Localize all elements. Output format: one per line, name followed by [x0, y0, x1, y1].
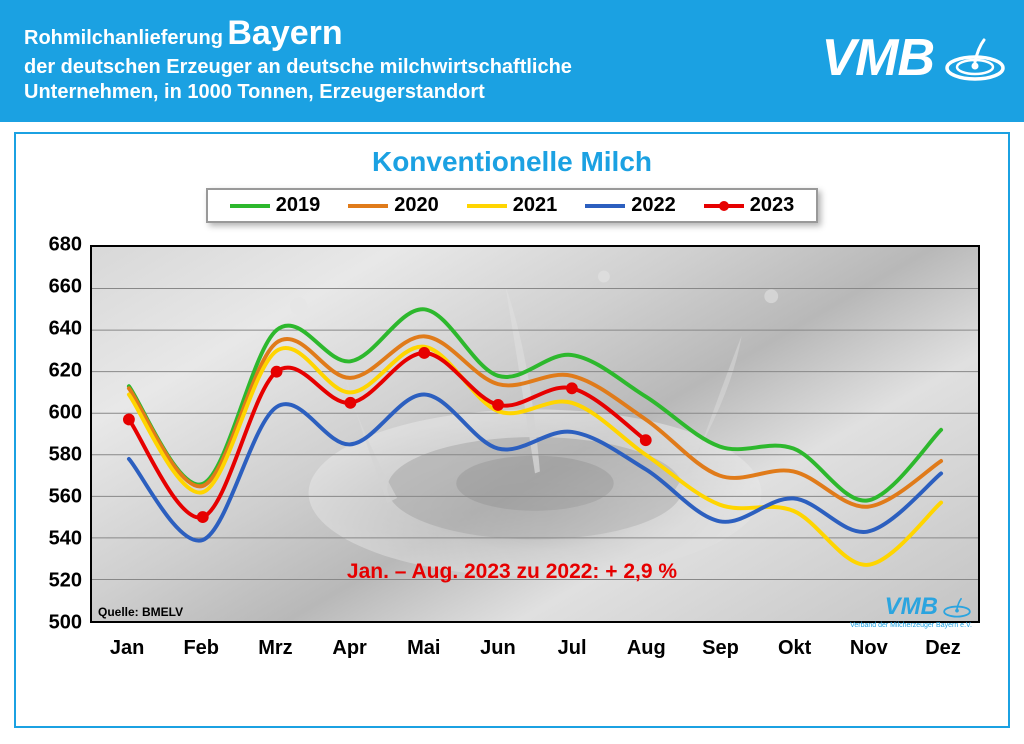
vmb-swirl-icon-small [942, 596, 972, 618]
x-tick-label: Mrz [238, 637, 312, 669]
legend-swatch [585, 204, 625, 208]
y-tick-label: 620 [49, 360, 82, 383]
legend-label: 2023 [750, 194, 795, 217]
y-tick-label: 500 [49, 612, 82, 635]
legend-item: 2023 [704, 194, 795, 217]
x-tick-label: Feb [164, 637, 238, 669]
y-tick-label: 540 [49, 528, 82, 551]
x-tick-label: Jan [90, 637, 164, 669]
y-tick-label: 640 [49, 318, 82, 341]
x-tick-label: Aug [609, 637, 683, 669]
x-axis-labels: JanFebMrzAprMaiJunJulAugSepOktNovDez [90, 637, 980, 669]
chart-annotation: Jan. – Aug. 2023 zu 2022: + 2,9 % [30, 560, 994, 584]
legend-label: 2021 [513, 194, 558, 217]
x-tick-label: Sep [683, 637, 757, 669]
plot-wrapper: 500520540560580600620640660680 [30, 231, 994, 669]
x-tick-label: Nov [832, 637, 906, 669]
vmb-logo: VMB [821, 28, 1006, 88]
header-subtitle: der deutschen Erzeuger an deutsche milch… [24, 55, 664, 105]
chart-title: Konventionelle Milch [30, 146, 994, 178]
vmb-watermark: VMB [885, 593, 972, 621]
x-tick-label: Okt [758, 637, 832, 669]
vmb-swirl-icon [944, 34, 1006, 82]
legend-label: 2019 [276, 194, 321, 217]
legend-item: 2021 [467, 194, 558, 217]
legend-item: 2020 [348, 194, 439, 217]
legend: 2019 2020 2021 2022 2023 [206, 188, 819, 223]
legend-item: 2019 [230, 194, 321, 217]
legend-item: 2022 [585, 194, 676, 217]
x-tick-label: Jun [461, 637, 535, 669]
vmb-logo-text: VMB [821, 28, 934, 88]
y-tick-label: 600 [49, 402, 82, 425]
source-note: Quelle: BMELV [98, 605, 183, 619]
title-prefix: Rohmilchanlieferung [24, 27, 223, 49]
legend-swatch [467, 204, 507, 208]
y-tick-label: 580 [49, 444, 82, 467]
legend-swatch [704, 204, 744, 208]
x-tick-label: Dez [906, 637, 980, 669]
x-tick-label: Mai [387, 637, 461, 669]
y-tick-label: 680 [49, 234, 82, 257]
header-banner: Rohmilchanlieferung Bayern der deutschen… [0, 0, 1024, 122]
y-tick-label: 660 [49, 276, 82, 299]
legend-label: 2022 [631, 194, 676, 217]
legend-swatch [230, 204, 270, 208]
chart-container: Konventionelle Milch 2019 2020 2021 2022 202… [14, 132, 1010, 728]
watermark-subtitle: Verband der Milcherzeuger Bayern e.V. [850, 622, 972, 629]
x-tick-label: Apr [313, 637, 387, 669]
legend-swatch [348, 204, 388, 208]
x-tick-label: Jul [535, 637, 609, 669]
title-region: Bayern [227, 14, 342, 52]
y-tick-label: 560 [49, 486, 82, 509]
watermark-text: VMB [885, 593, 938, 621]
legend-label: 2020 [394, 194, 439, 217]
